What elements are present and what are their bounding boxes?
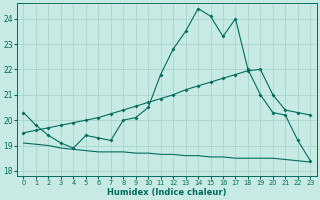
X-axis label: Humidex (Indice chaleur): Humidex (Indice chaleur)	[107, 188, 227, 197]
